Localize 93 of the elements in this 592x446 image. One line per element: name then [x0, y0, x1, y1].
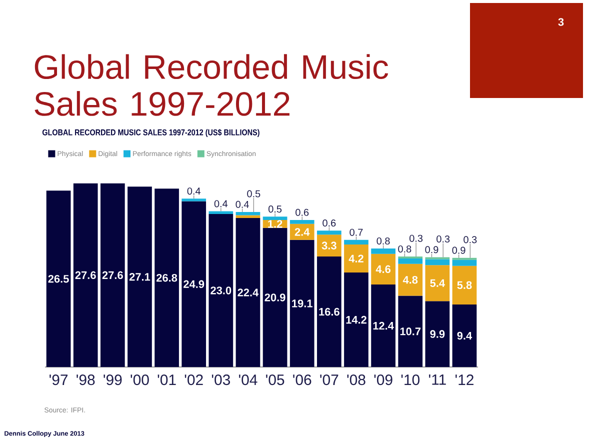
data-label: 27.1 — [129, 273, 150, 281]
data-label: 5.4 — [430, 279, 445, 287]
data-label: 0.4 — [187, 188, 200, 195]
data-label: 14.2 — [346, 316, 366, 324]
bar — [344, 244, 368, 273]
data-label: 0.6 — [296, 208, 309, 216]
bar — [290, 220, 314, 224]
data-label: 0.8 — [398, 245, 412, 253]
data-label: 22.4 — [238, 288, 259, 296]
x-tick-label: '08 — [347, 374, 366, 386]
data-label: 4.6 — [376, 265, 391, 274]
x-tick-label: '10 — [401, 374, 420, 386]
x-tick-label: '07 — [320, 374, 338, 386]
data-label: 0.4 — [236, 200, 249, 208]
x-tick-label: '04 — [239, 374, 258, 386]
bar — [182, 198, 206, 202]
data-label: 26.8 — [156, 274, 178, 282]
bar — [398, 296, 423, 367]
x-tick-label: '03 — [212, 374, 230, 386]
bar — [236, 215, 260, 218]
bar — [290, 224, 314, 240]
bar — [182, 201, 206, 367]
data-label: 0.4 — [214, 200, 228, 208]
x-tick-label: '12 — [456, 374, 474, 385]
x-tick-label: '98 — [76, 374, 95, 386]
data-label: 27.6 — [75, 271, 96, 280]
data-label: 0.5 — [247, 190, 260, 198]
data-label: 0.9 — [452, 246, 466, 254]
bar — [344, 240, 368, 245]
bar — [452, 266, 477, 304]
bar — [236, 212, 260, 216]
bar — [425, 265, 450, 302]
bar — [316, 256, 342, 367]
data-label: 0.3 — [410, 234, 423, 242]
bar — [73, 183, 98, 367]
data-label: 16.6 — [319, 308, 340, 316]
x-tick-label: '99 — [104, 374, 122, 386]
data-label: 23.0 — [210, 286, 232, 294]
data-label: 9.9 — [430, 330, 445, 338]
bar — [344, 272, 368, 367]
data-label: 0.3 — [464, 236, 477, 244]
text: 3 — [558, 18, 564, 26]
data-label: 12.4 — [373, 322, 394, 330]
data-label: 0.5 — [268, 206, 282, 213]
bar — [46, 190, 71, 367]
bar — [208, 211, 234, 214]
bar — [398, 264, 423, 296]
data-label: 2.4 — [294, 228, 310, 236]
bar — [398, 258, 423, 264]
bar — [262, 228, 288, 367]
data-label: 4.8 — [402, 276, 418, 284]
chart-title: Global Recorded Music Sales 1997-2012 — [34, 54, 388, 116]
data-label: 0.6 — [322, 220, 336, 227]
data-label: 4.2 — [348, 254, 364, 262]
bar — [452, 304, 477, 367]
data-label: 0.9 — [425, 246, 438, 254]
data-label: 9.4 — [457, 332, 472, 340]
data-label: 0.3 — [436, 235, 450, 243]
data-label: 26.5 — [48, 274, 69, 283]
x-tick-label: '97 — [50, 374, 68, 386]
data-label: 5.8 — [457, 281, 472, 290]
bar — [154, 188, 179, 367]
data-label: 10.7 — [400, 328, 421, 336]
data-label: 24.9 — [184, 280, 204, 288]
chart-subtitle: GLOBAL RECORDED MUSIC SALES 1997-2012 (US$ BILLIONS) — [42, 128, 260, 137]
data-label: 1.2 — [268, 220, 282, 228]
data-label: 20.9 — [264, 294, 286, 302]
bar — [371, 254, 396, 284]
x-tick-label: '02 — [184, 374, 203, 386]
data-label: 27.6 — [102, 271, 123, 280]
bar — [452, 260, 477, 266]
data-label: 19.1 — [292, 300, 312, 308]
bar — [236, 218, 260, 367]
bar — [316, 230, 342, 235]
bar — [425, 301, 450, 367]
bar — [371, 248, 396, 254]
x-tick-label: '05 — [266, 374, 284, 386]
bar — [371, 284, 396, 367]
bar — [128, 186, 152, 367]
data-label: 0.7 — [350, 228, 363, 236]
x-tick-label: '00 — [130, 374, 149, 386]
bar — [100, 183, 125, 367]
bar — [316, 234, 342, 257]
bar — [425, 259, 450, 266]
x-tick-label: '11 — [428, 374, 446, 385]
data-label: 0.8 — [376, 237, 390, 245]
bar — [208, 214, 234, 367]
x-tick-label: '01 — [158, 374, 176, 386]
bar — [262, 216, 288, 220]
x-tick-label: '09 — [374, 374, 392, 386]
data-label: 3.3 — [322, 242, 336, 250]
bar — [290, 240, 314, 367]
x-tick-label: '06 — [293, 374, 312, 386]
